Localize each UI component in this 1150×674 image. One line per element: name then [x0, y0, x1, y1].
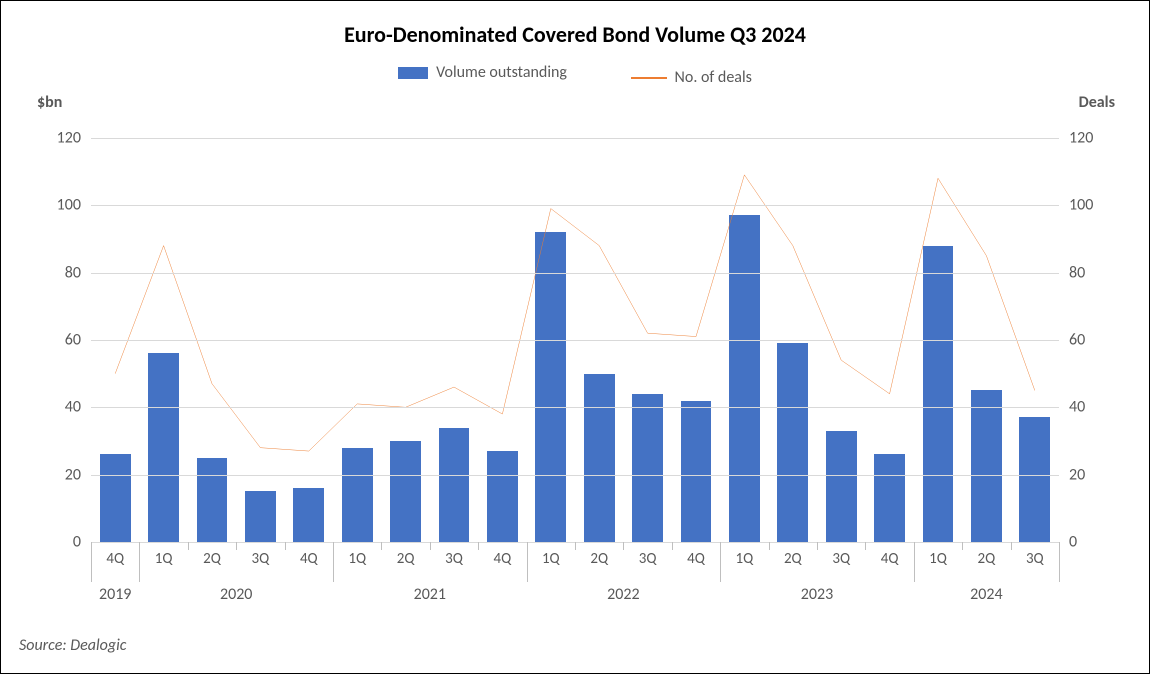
- x-tick-label: 4Q: [494, 550, 512, 568]
- x-tick-separator: [381, 542, 382, 550]
- year-label: 2022: [607, 585, 639, 604]
- x-tick-separator: [817, 542, 818, 550]
- y-tick-left: 80: [41, 263, 81, 282]
- grid-line: [91, 407, 1059, 408]
- x-tick-label: 1Q: [348, 550, 366, 568]
- y-tick-right: 100: [1069, 196, 1109, 215]
- x-tick-separator: [478, 542, 479, 550]
- y-tick-right: 40: [1069, 398, 1109, 417]
- x-tick-label: 4Q: [300, 550, 318, 568]
- grid-line: [91, 138, 1059, 139]
- x-tick-label: 2Q: [590, 550, 608, 568]
- year-separator: [91, 542, 92, 582]
- x-tick-label: 3Q: [252, 550, 270, 568]
- year-separator: [333, 542, 334, 582]
- legend-item-bar: Volume outstanding: [398, 63, 567, 82]
- year-label: 2023: [801, 585, 833, 604]
- x-tick-label: 1Q: [542, 550, 560, 568]
- legend-bar-label: Volume outstanding: [436, 63, 567, 82]
- x-tick-separator: [430, 542, 431, 550]
- x-tick-separator: [769, 542, 770, 550]
- x-tick-separator: [236, 542, 237, 550]
- y-tick-left: 40: [41, 398, 81, 417]
- legend-line-label: No. of deals: [675, 68, 752, 87]
- y-tick-right: 80: [1069, 263, 1109, 282]
- x-tick-label: 4Q: [881, 550, 899, 568]
- x-tick-separator: [962, 542, 963, 550]
- source-text: Source: Dealogic: [19, 636, 126, 655]
- grid-line: [91, 273, 1059, 274]
- legend: Volume outstanding No. of deals: [1, 63, 1149, 87]
- x-tick-separator: [672, 542, 673, 550]
- grid-line: [91, 340, 1059, 341]
- legend-line-swatch: [631, 77, 667, 79]
- year-label: 2021: [414, 585, 446, 604]
- x-tick-label: 4Q: [687, 550, 705, 568]
- year-separator: [139, 542, 140, 582]
- x-tick-label: 2Q: [397, 550, 415, 568]
- y-tick-left: 100: [41, 196, 81, 215]
- x-tick-label: 2Q: [978, 550, 996, 568]
- x-tick-label: 3Q: [1026, 550, 1044, 568]
- plot-area: 0204060801001200204060801001204Q1Q2Q3Q4Q…: [91, 121, 1059, 543]
- x-tick-label: 1Q: [929, 550, 947, 568]
- y-tick-left: 60: [41, 330, 81, 349]
- x-tick-separator: [188, 542, 189, 550]
- x-tick-label: 3Q: [445, 550, 463, 568]
- y-tick-right: 20: [1069, 465, 1109, 484]
- y-tick-right: 60: [1069, 330, 1109, 349]
- x-tick-label: 2Q: [203, 550, 221, 568]
- year-separator: [527, 542, 528, 582]
- grid-line: [91, 205, 1059, 206]
- x-tick-label: 4Q: [106, 550, 124, 568]
- x-tick-label: 3Q: [639, 550, 657, 568]
- line-series: [115, 175, 1035, 451]
- y-tick-left: 20: [41, 465, 81, 484]
- chart-title: Euro-Denominated Covered Bond Volume Q3 …: [1, 21, 1149, 48]
- x-tick-separator: [623, 542, 624, 550]
- x-tick-label: 1Q: [736, 550, 754, 568]
- x-tick-label: 2Q: [784, 550, 802, 568]
- x-tick-separator: [1011, 542, 1012, 550]
- year-label: 2020: [220, 585, 252, 604]
- legend-item-line: No. of deals: [631, 68, 752, 87]
- y-tick-left: 0: [41, 533, 81, 552]
- y-tick-right: 120: [1069, 128, 1109, 147]
- x-tick-separator: [865, 542, 866, 550]
- year-separator: [720, 542, 721, 582]
- grid-line: [91, 475, 1059, 476]
- y-tick-left: 120: [41, 128, 81, 147]
- chart-container: Euro-Denominated Covered Bond Volume Q3 …: [0, 0, 1150, 674]
- x-tick-separator: [285, 542, 286, 550]
- y-axis-right-label: Deals: [1079, 93, 1115, 112]
- year-separator: [1059, 542, 1060, 582]
- x-tick-label: 3Q: [832, 550, 850, 568]
- year-separator: [914, 542, 915, 582]
- legend-bar-swatch: [398, 67, 428, 79]
- x-tick-separator: [575, 542, 576, 550]
- y-tick-right: 0: [1069, 533, 1109, 552]
- x-tick-label: 1Q: [155, 550, 173, 568]
- y-axis-left-label: $bn: [37, 93, 62, 112]
- year-label: 2024: [970, 585, 1002, 604]
- year-label: 2019: [99, 585, 131, 604]
- line-layer: [91, 121, 1059, 542]
